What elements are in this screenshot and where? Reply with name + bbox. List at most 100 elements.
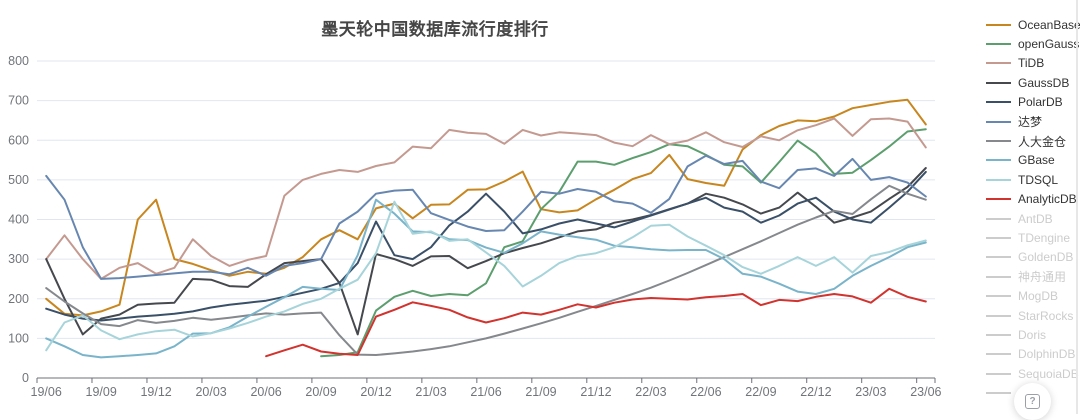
legend-label: DolphinDB: [1018, 347, 1076, 362]
legend-item-PolarDB[interactable]: PolarDB: [986, 93, 1078, 112]
legend-item-StarRocks[interactable]: StarRocks: [986, 306, 1078, 325]
legend-swatch: [986, 43, 1011, 46]
y-axis-tick-label: 0: [22, 371, 29, 385]
legend-swatch: [986, 81, 1011, 84]
legend-swatch: [986, 353, 1011, 356]
series-line-GBase: [45, 198, 927, 359]
y-axis-tick-label: 500: [8, 173, 29, 187]
legend-item-GBase[interactable]: GBase: [986, 151, 1078, 170]
legend-label: SequoiaDB: [1018, 366, 1079, 381]
x-axis-tick-label: 19/06: [31, 385, 62, 399]
legend-swatch: [986, 333, 1011, 336]
legend-label: 神舟通用: [1018, 270, 1067, 285]
y-axis-labels: 0 100 200 300 400 500 600 700 800: [8, 54, 29, 385]
y-axis-tick-label: 800: [8, 54, 29, 68]
y-axis-tick-label: 400: [8, 213, 29, 227]
x-axis: 19/06 19/09 19/12 20/03 20/06 20/09 20/12 21/03…: [31, 377, 942, 399]
legend-label: MogDB: [1018, 289, 1059, 304]
x-axis-tick-label: 22/09: [745, 385, 776, 399]
legend-item-MogDB[interactable]: MogDB: [986, 286, 1078, 305]
legend-item-达梦[interactable]: 达梦: [986, 112, 1078, 131]
question-icon: ?: [1025, 394, 1040, 409]
legend-label: TDengine: [1018, 230, 1071, 245]
series-line-达梦: [45, 154, 927, 280]
legend-label: 人大金仓: [1018, 134, 1067, 149]
series-line-OceanBase: [45, 98, 927, 317]
series-line-GaussDB: [45, 167, 927, 336]
legend-swatch: [986, 314, 1011, 317]
legend-label: AntDB: [1018, 211, 1053, 226]
grid-lines: [37, 60, 935, 339]
chart-canvas[interactable]: 0 100 200 300 400 500 600 700 800 19/06 19/09 19/12…: [0, 0, 960, 414]
panel-right-border: [1076, 0, 1078, 414]
legend-label: TDSQL: [1018, 172, 1059, 187]
legend-swatch: [986, 275, 1011, 278]
legend-item-TDengine[interactable]: TDengine: [986, 228, 1078, 247]
legend-swatch: [986, 392, 1011, 395]
legend-item-DolphinDB[interactable]: DolphinDB: [986, 345, 1078, 364]
legend-swatch: [986, 217, 1011, 220]
legend-item-AnalyticDB[interactable]: AnalyticDB: [986, 190, 1078, 209]
legend-swatch: [986, 256, 1011, 259]
legend-label: PolarDB: [1018, 95, 1063, 110]
legend-label: GoldenDB: [1018, 250, 1074, 265]
legend-label: Doris: [1018, 327, 1047, 342]
help-button[interactable]: ?: [1014, 383, 1051, 420]
y-axis-tick-label: 700: [8, 94, 29, 108]
series-line-PolarDB: [45, 170, 927, 322]
y-axis-tick-label: 300: [8, 252, 29, 266]
x-axis-tick-label: 22/12: [800, 385, 831, 399]
legend-label: OceanBase: [1018, 17, 1080, 32]
legend-label: TiDB: [1018, 56, 1045, 71]
x-axis-tick-label: 21/09: [525, 385, 556, 399]
legend-item-AntDB[interactable]: AntDB: [986, 209, 1078, 228]
y-axis-tick-label: 600: [8, 133, 29, 147]
x-axis-tick-label: 19/09: [86, 385, 117, 399]
legend-item-GoldenDB[interactable]: GoldenDB: [986, 248, 1078, 267]
x-axis-tick-label: 23/06: [910, 385, 941, 399]
x-axis-tick-label: 20/09: [305, 385, 336, 399]
legend-swatch: [986, 372, 1011, 375]
legend-swatch: [986, 23, 1011, 26]
chart-legend: OceanBase openGauss TiDB GaussDB PolarDB 达梦人大…: [986, 15, 1080, 403]
y-axis-tick-label: 100: [8, 331, 29, 345]
y-axis-tick-label: 200: [8, 292, 29, 306]
x-axis-tick-label: 23/03: [855, 385, 886, 399]
series-line-人大金仓: [45, 184, 927, 356]
legend-swatch: [986, 295, 1011, 298]
legend-label: GBase: [1018, 153, 1055, 168]
series-line-TDSQL: [45, 200, 927, 352]
legend-item-OceanBase[interactable]: OceanBase: [986, 15, 1080, 34]
legend-item-Doris[interactable]: Doris: [986, 325, 1078, 344]
x-axis-tick-label: 20/06: [250, 385, 281, 399]
legend-item-openGauss[interactable]: openGauss: [986, 34, 1080, 53]
legend-swatch: [986, 159, 1011, 162]
legend-label: GaussDB: [1018, 75, 1070, 90]
x-axis-tick-label: 22/06: [690, 385, 721, 399]
legend-item-SequoiaDB[interactable]: SequoiaDB: [986, 364, 1079, 383]
legend-item-人大金仓[interactable]: 人大金仓: [986, 131, 1078, 150]
series-line-openGauss: [320, 128, 927, 358]
x-axis-tick-label: 21/12: [580, 385, 611, 399]
chart-title: 墨天轮中国数据库流行度排行: [321, 20, 549, 39]
series-line-AnalyticDB: [265, 287, 927, 358]
x-axis-tick-label: 20/12: [360, 385, 391, 399]
x-axis-tick-label: 21/03: [415, 385, 446, 399]
legend-swatch: [986, 140, 1011, 143]
legend-swatch: [986, 62, 1011, 65]
legend-label: AnalyticDB: [1018, 192, 1077, 207]
legend-item-GaussDB[interactable]: GaussDB: [986, 73, 1078, 92]
legend-item-神舟通用[interactable]: 神舟通用: [986, 267, 1078, 286]
x-axis-tick-label: 20/03: [195, 385, 226, 399]
series-line-TiDB: [45, 117, 927, 280]
legend-swatch: [986, 178, 1011, 181]
x-axis-tick-label: 22/03: [635, 385, 666, 399]
legend-item-TiDB[interactable]: TiDB: [986, 54, 1078, 73]
legend-item-TDSQL[interactable]: TDSQL: [986, 170, 1078, 189]
legend-label: 达梦: [1018, 115, 1043, 130]
legend-swatch: [986, 236, 1011, 239]
series-lines: [45, 98, 927, 359]
legend-swatch: [986, 198, 1011, 201]
legend-label: StarRocks: [1018, 308, 1074, 323]
legend-label: openGauss: [1018, 37, 1080, 52]
